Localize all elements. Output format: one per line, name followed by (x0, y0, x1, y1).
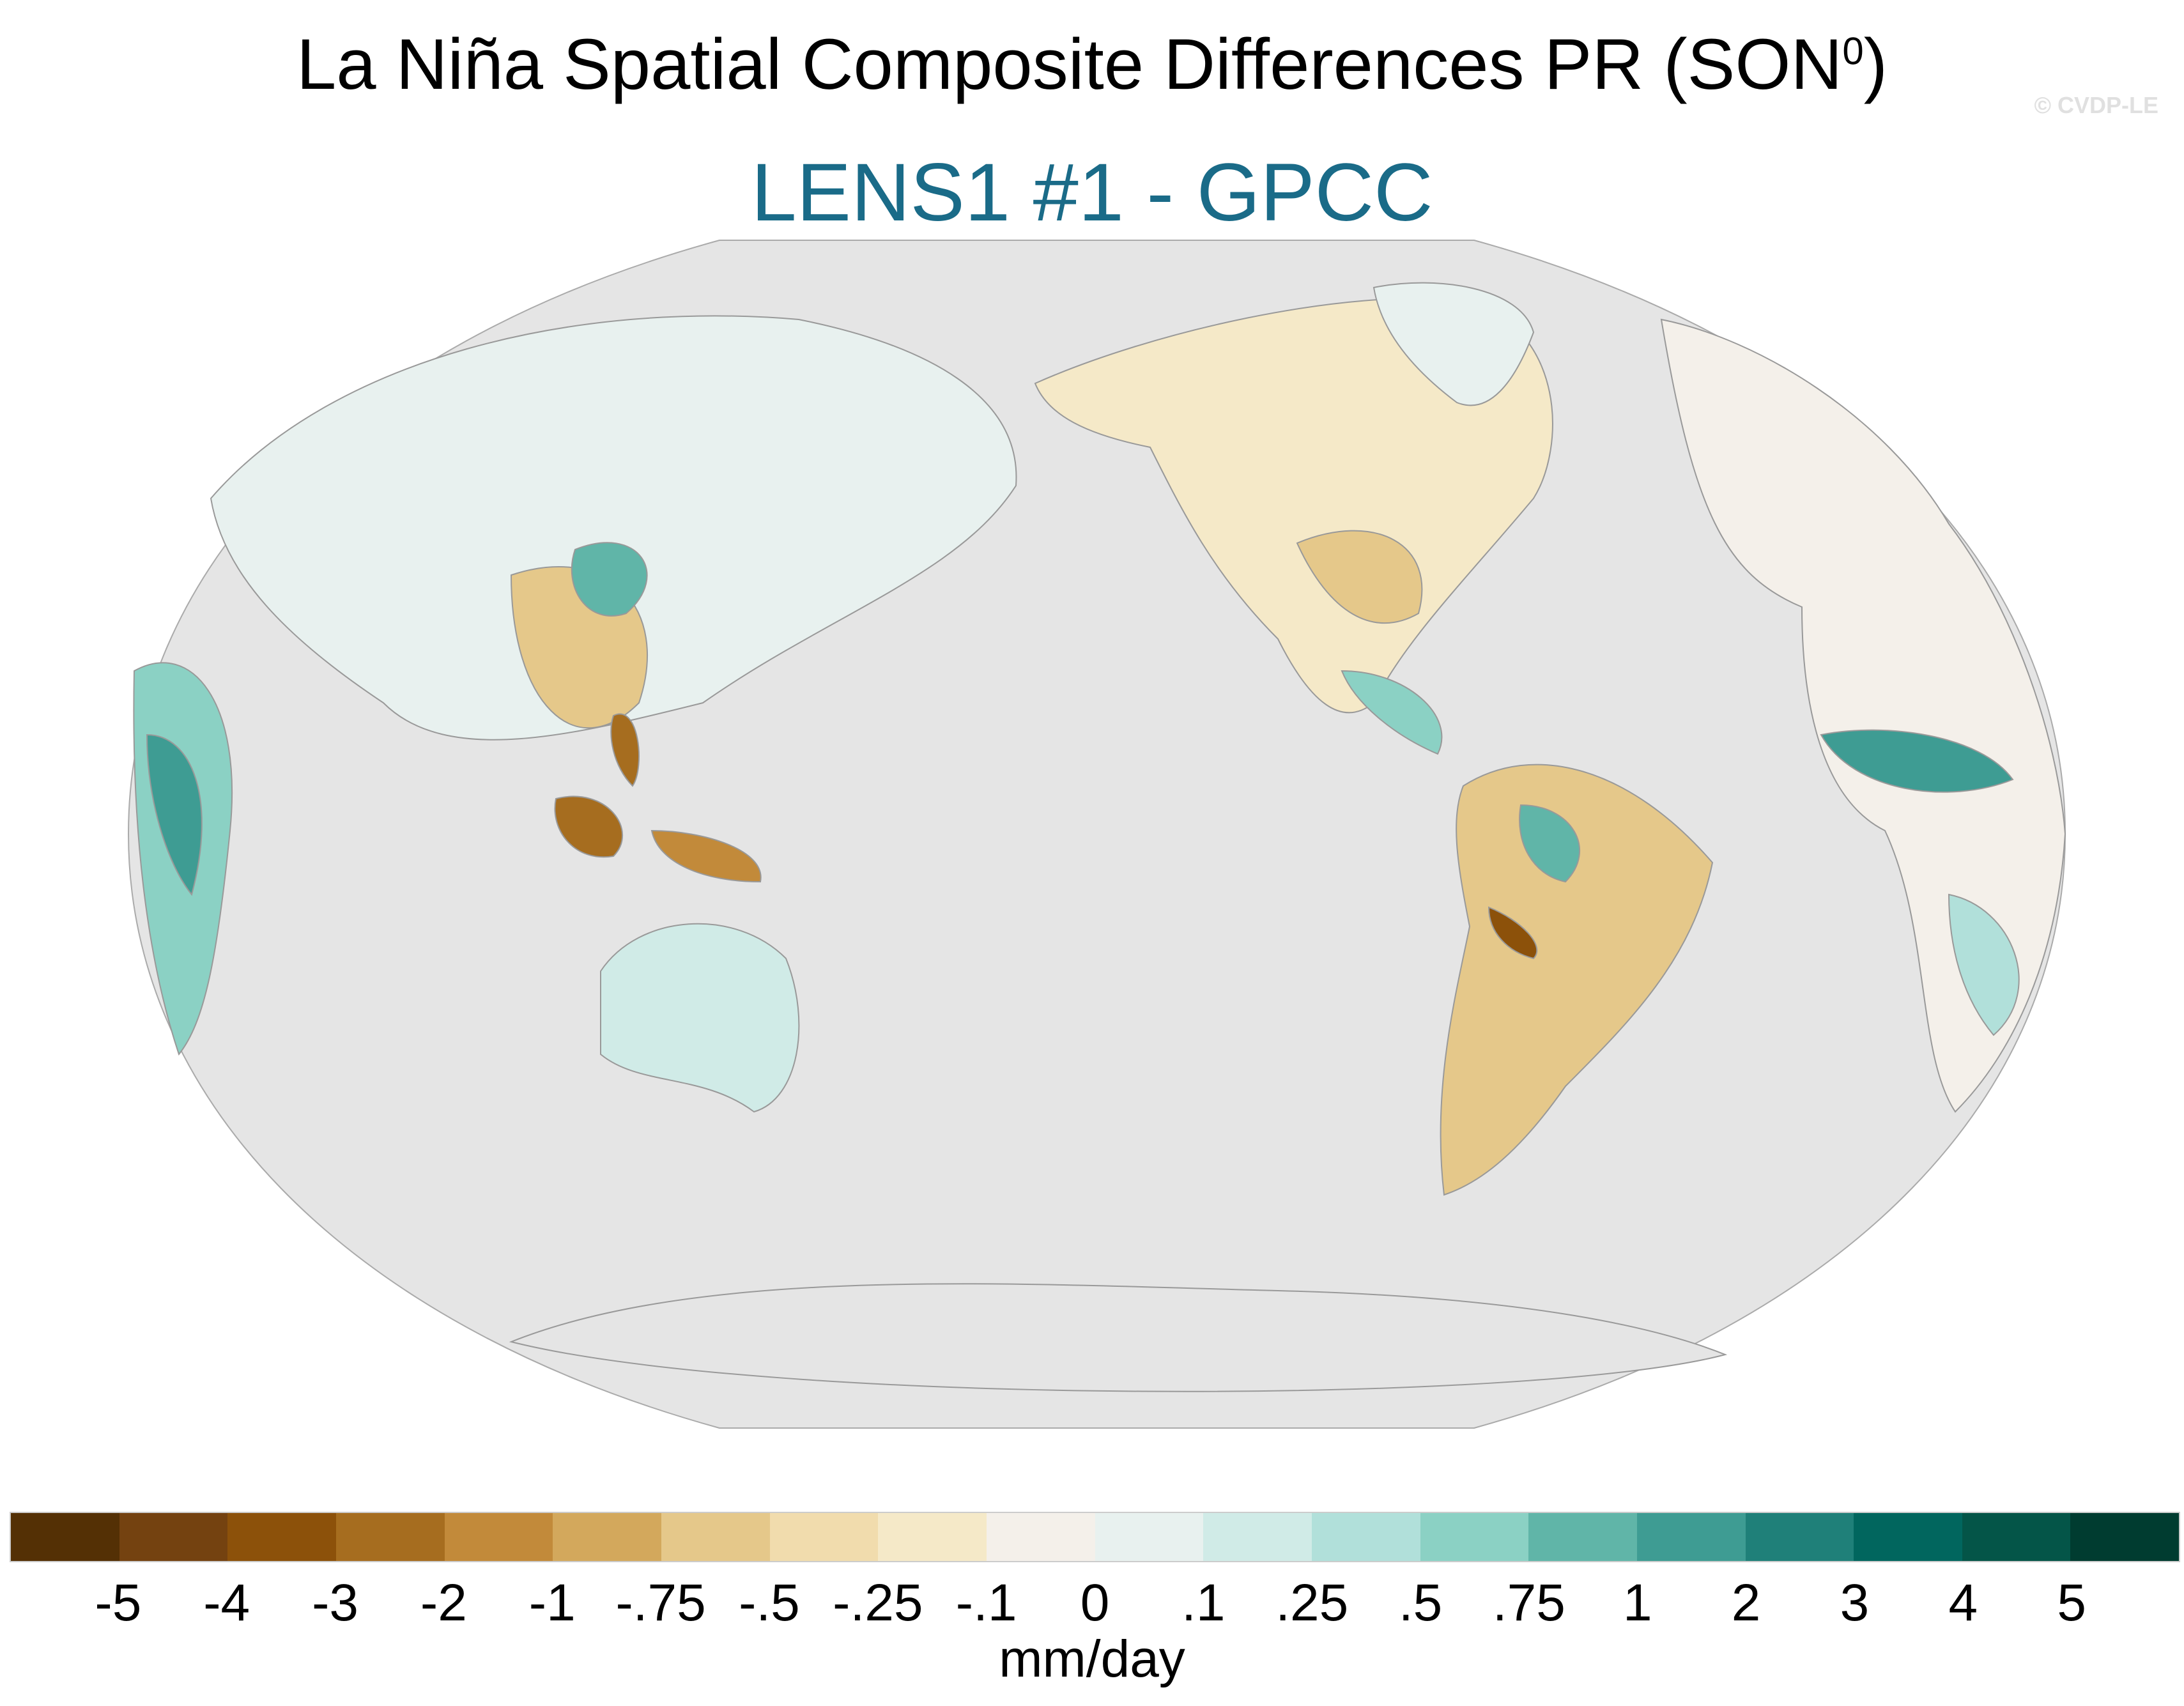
colorbar-tick-label: 2 (1731, 1574, 1761, 1632)
colorbar-swatch (986, 1513, 1095, 1561)
land-south-america (1440, 764, 1714, 1196)
colorbar-ticks: -5 -4 -3 -2 -1 -.75 -.5 -.25 -.1 0 .1 .25 .5 .75 1 2 3 4 5 (10, 1573, 2180, 1637)
colorbar-tick-label: -.1 (955, 1574, 1017, 1632)
colorbar-swatch (444, 1513, 553, 1561)
colorbar-swatch (1962, 1513, 2071, 1561)
land-australia (600, 923, 800, 1113)
colorbar-tick-label: -2 (420, 1574, 467, 1632)
colorbar-swatch (1528, 1513, 1637, 1561)
colorbar-swatch (1854, 1513, 1962, 1561)
colorbar (10, 1512, 2180, 1562)
colorbar-tick-label: .5 (1398, 1574, 1443, 1632)
colorbar-tick-label: 1 (1622, 1574, 1652, 1632)
colorbar-swatch (335, 1513, 445, 1561)
colorbar-tick-label: -4 (203, 1574, 250, 1632)
colorbar-swatch (1745, 1513, 1854, 1561)
colorbar-swatch (11, 1513, 119, 1561)
colorbar-tick-label: .1 (1181, 1574, 1226, 1632)
colorbar-swatch (119, 1513, 228, 1561)
colorbar-swatch (1636, 1513, 1746, 1561)
colorbar-swatch (227, 1513, 336, 1561)
colorbar-tick-label: 0 (1080, 1574, 1110, 1632)
colorbar-swatch (1311, 1513, 1420, 1561)
colorbar-swatch (769, 1513, 879, 1561)
colorbar-tick-label: .25 (1275, 1574, 1349, 1632)
land-greenland (1373, 282, 1535, 406)
land-africa (133, 662, 233, 1056)
colorbar-tick-label: -1 (528, 1574, 576, 1632)
colorbar-tick-label: -.25 (833, 1574, 923, 1632)
colorbar-tick-label: -.5 (739, 1574, 800, 1632)
colorbar-tick-label: -5 (95, 1574, 142, 1632)
colorbar-tick-label: -.75 (615, 1574, 706, 1632)
colorbar-swatch (878, 1513, 987, 1561)
colorbar-tick-label: 5 (2057, 1574, 2086, 1632)
colorbar-swatch (1420, 1513, 1529, 1561)
colorbar-tick-label: -3 (312, 1574, 359, 1632)
land-maritime-continent (554, 713, 762, 883)
title-superscript: 0 (1842, 29, 1864, 73)
colorbar-swatch (1095, 1513, 1204, 1561)
watermark: © CVDP-LE (2034, 92, 2158, 118)
colorbar-swatch (1203, 1513, 1312, 1561)
colorbar-swatch (661, 1513, 770, 1561)
colorbar-tick-label: .75 (1492, 1574, 1565, 1632)
colorbar-units: mm/day (999, 1630, 1185, 1688)
land-eurasia (210, 315, 1017, 741)
land-europe-africa-east (1660, 318, 2066, 1113)
land-north-america (1034, 297, 1553, 755)
figure-title: La Niña Spatial Composite Differences PR… (0, 23, 2184, 105)
colorbar-swatch (553, 1513, 661, 1561)
colorbar-tick-label: 3 (1840, 1574, 1870, 1632)
title-text: La Niña Spatial Composite Differences PR… (296, 24, 1843, 104)
colorbar-swatch (2070, 1513, 2180, 1561)
land-antarctica (509, 1283, 1728, 1392)
panel-subtitle: LENS1 #1 - GPCC (751, 147, 1433, 238)
title-close: ) (1863, 24, 1888, 104)
colorbar-tick-label: 4 (1948, 1574, 1978, 1632)
